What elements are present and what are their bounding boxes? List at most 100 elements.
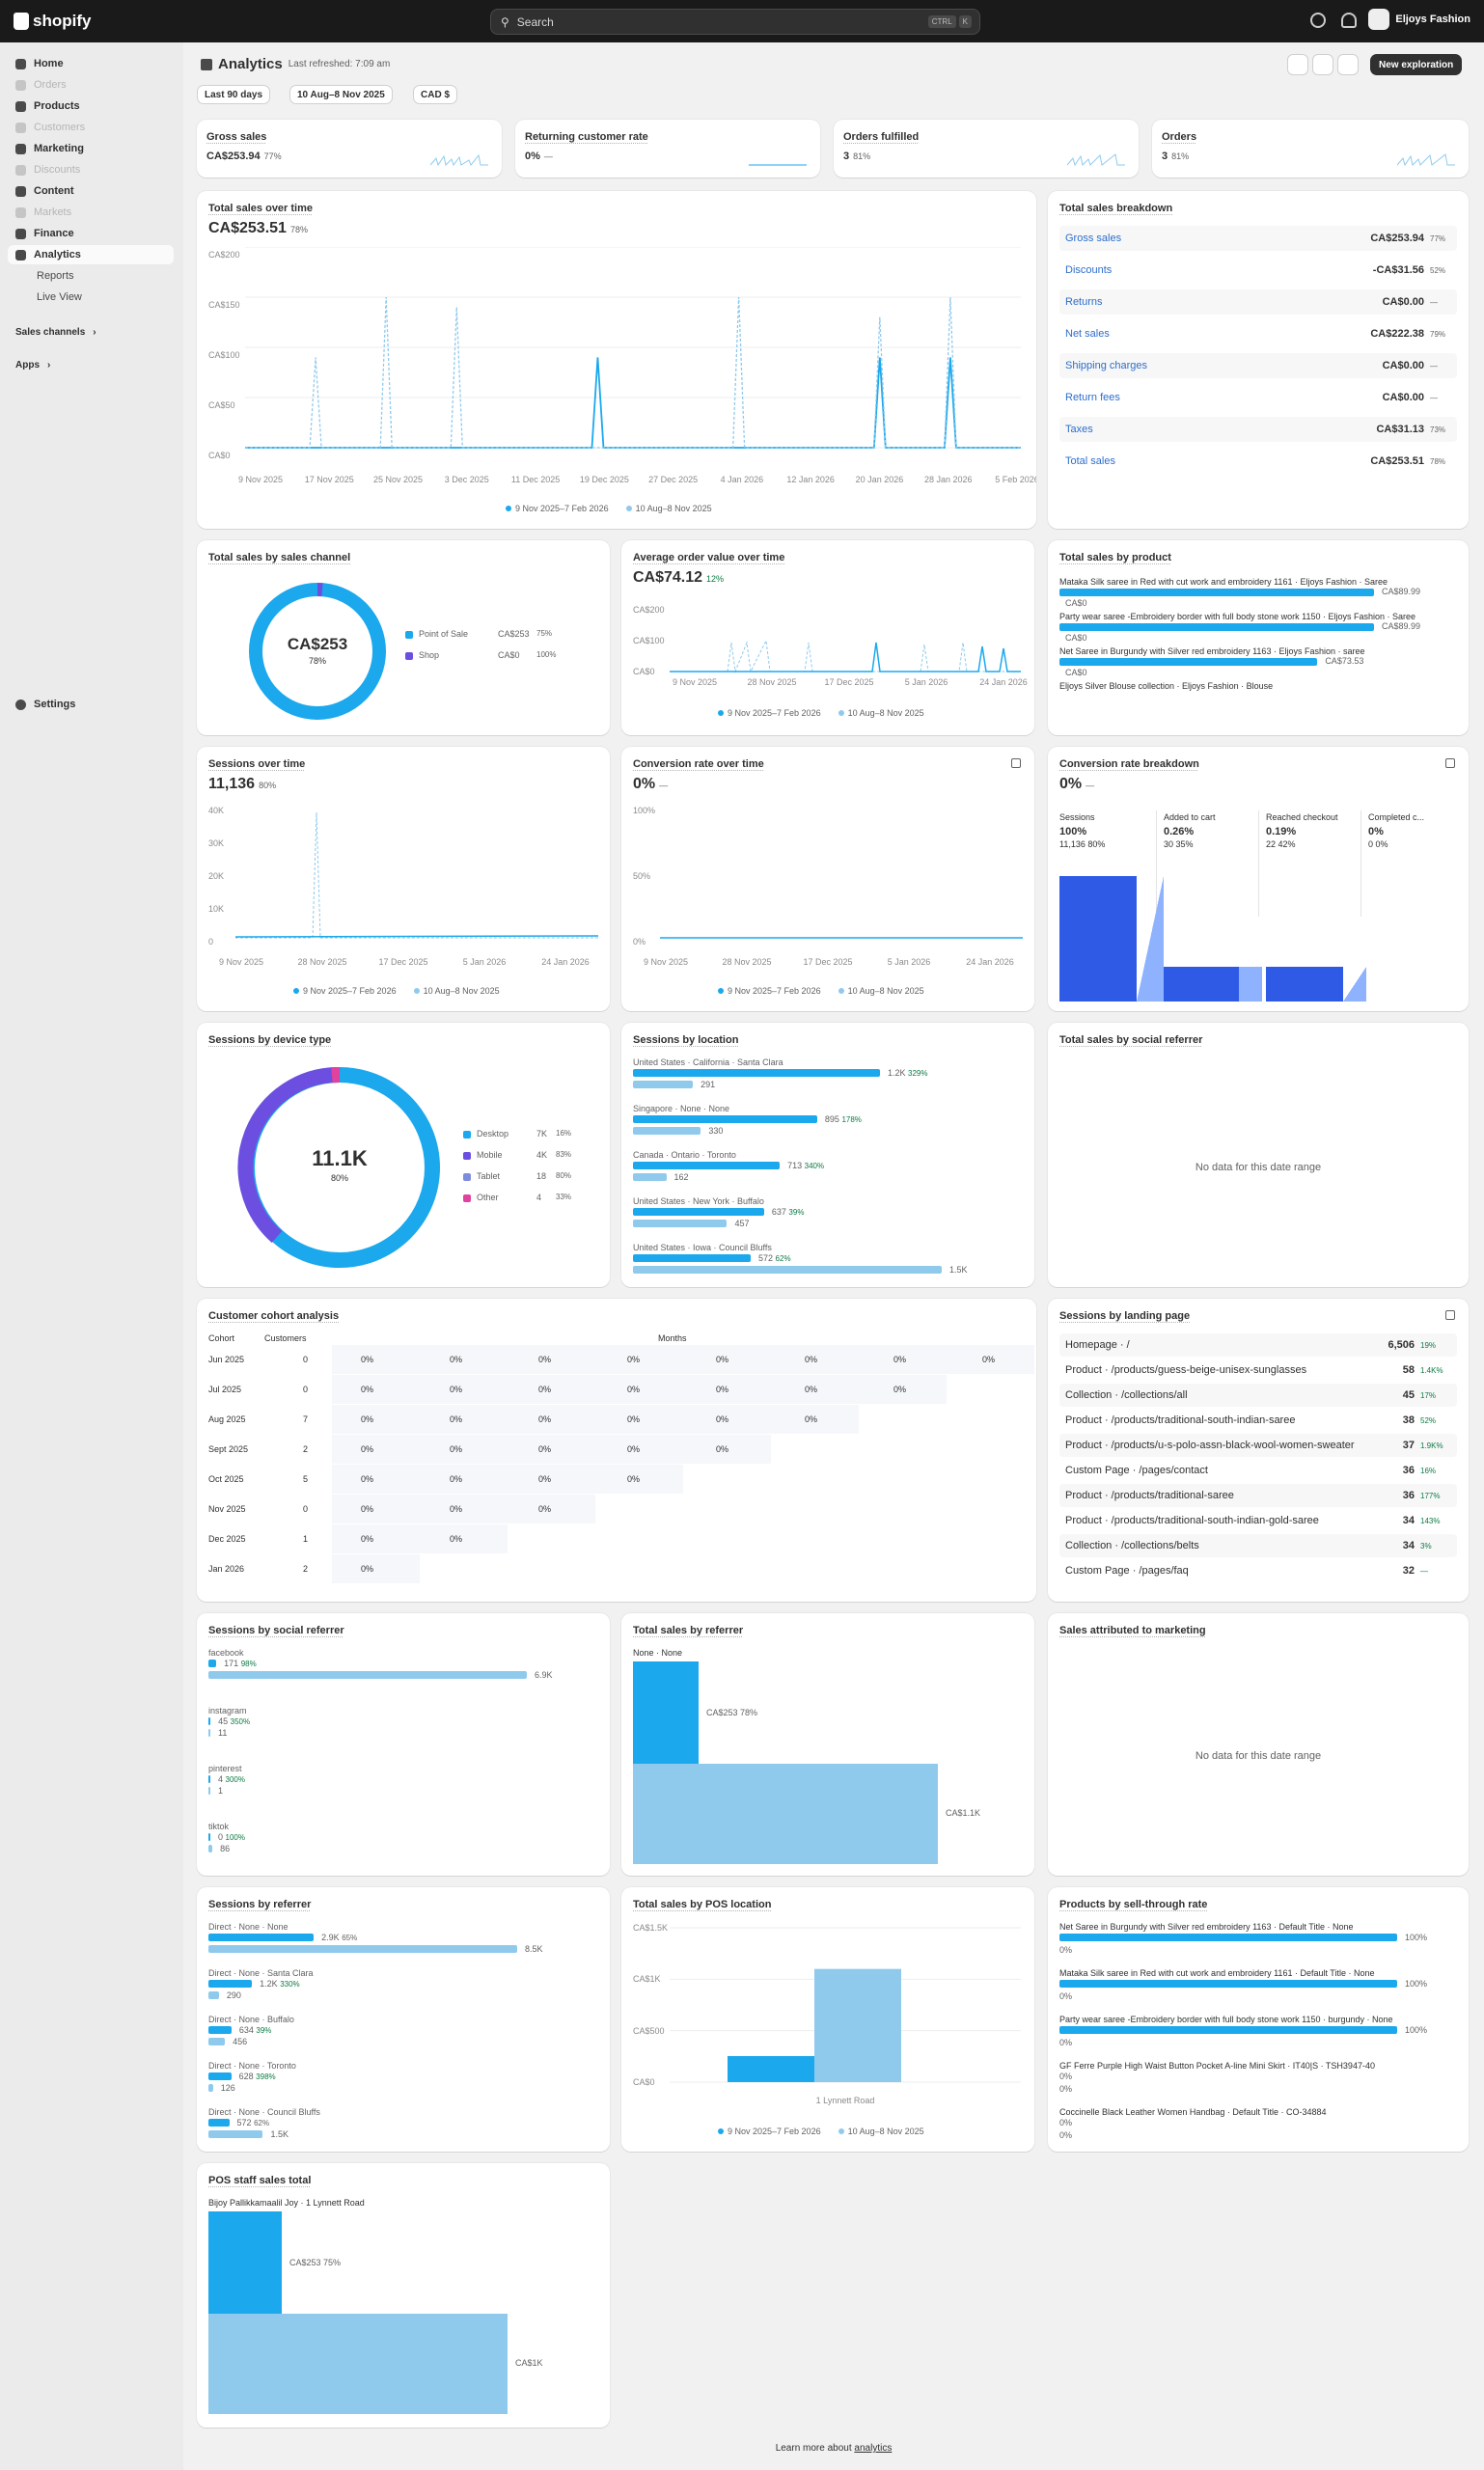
cohort-cell[interactable]: 0% [361, 1444, 374, 1454]
sidebar-item-analytics[interactable]: Analytics [8, 245, 174, 264]
date-range-filter[interactable]: Last 90 days [197, 85, 271, 104]
cohort-cell[interactable]: 0% [361, 1534, 374, 1544]
cohort-cell[interactable]: 0% [450, 1534, 463, 1544]
cohort-cell[interactable]: 0% [450, 1355, 463, 1364]
bar-current[interactable] [633, 1208, 764, 1216]
landing-row[interactable]: Homepage · / 6,506 19% [1059, 1333, 1457, 1357]
bar-current[interactable] [208, 2072, 232, 2080]
bar-current[interactable] [208, 1775, 210, 1783]
breakdown-row[interactable]: Gross sales CA$253.94 77% [1059, 226, 1457, 251]
bar-previous[interactable] [208, 1729, 210, 1737]
cohort-cell[interactable]: 0% [538, 1385, 552, 1394]
series-previous-line[interactable] [245, 296, 1021, 449]
landing-row[interactable]: Product · /products/traditional-saree 36 1… [1059, 1484, 1457, 1507]
bar-previous[interactable] [208, 2130, 263, 2138]
legend-current[interactable]: 9 Nov 2025–7 Feb 2026 [718, 708, 821, 718]
landing-row[interactable]: Product · /products/traditional-south-in… [1059, 1509, 1457, 1532]
bar-current[interactable] [1059, 623, 1374, 631]
bar-previous[interactable] [208, 1671, 527, 1679]
sidebar-item-content[interactable]: Content [8, 181, 174, 201]
legend-current[interactable]: 9 Nov 2025–7 Feb 2026 [718, 986, 821, 996]
breakdown-row[interactable]: Returns CA$0.00 — [1059, 289, 1457, 315]
warning-icon[interactable] [1011, 758, 1021, 768]
bar-current[interactable] [208, 1660, 217, 1667]
warning-icon[interactable] [1445, 758, 1455, 768]
bar-current[interactable] [208, 1980, 253, 1988]
cohort-cell[interactable]: 0% [716, 1385, 729, 1394]
sidebar-item-products[interactable]: Products [8, 96, 174, 116]
cohort-cell[interactable]: 0% [450, 1504, 463, 1514]
compare-filter[interactable]: 10 Aug–8 Nov 2025 [289, 85, 393, 104]
cohort-cell[interactable]: 0% [450, 1474, 463, 1484]
funnel-bar[interactable] [1059, 876, 1137, 1002]
breakdown-row[interactable]: Return fees CA$0.00 — [1059, 385, 1457, 410]
bar-current[interactable] [208, 2026, 232, 2034]
refresh-button[interactable] [1287, 54, 1308, 75]
shopify-logo[interactable]: shopify [14, 12, 91, 31]
cohort-cell[interactable]: 0% [361, 1385, 374, 1394]
legend-current[interactable]: 9 Nov 2025–7 Feb 2026 [506, 504, 609, 513]
kpi-gross-sales[interactable]: Gross sales CA$253.94 77% [197, 120, 502, 178]
sidebar-item-markets[interactable]: Markets [8, 203, 174, 222]
sidebar-sales-channels[interactable]: Sales channels › [8, 322, 174, 342]
sidebar-item-marketing[interactable]: Marketing [8, 139, 174, 158]
cohort-cell[interactable]: 0% [627, 1474, 641, 1484]
new-exploration-button[interactable]: New exploration [1370, 54, 1463, 75]
cohort-cell[interactable]: 0% [627, 1355, 641, 1364]
landing-row[interactable]: Collection · /collections/belts 34 3% [1059, 1534, 1457, 1557]
sidebar-item-home[interactable]: Home [8, 54, 174, 73]
cohort-cell[interactable]: 0% [893, 1385, 907, 1394]
bar-previous[interactable] [814, 1968, 901, 2082]
bar-previous[interactable] [633, 1127, 701, 1135]
legend-previous[interactable]: 10 Aug–8 Nov 2025 [838, 2127, 924, 2136]
cohort-cell[interactable]: 0% [361, 1474, 374, 1484]
legend-current[interactable]: 9 Nov 2025–7 Feb 2026 [718, 2127, 821, 2136]
sidebar-item-live-view[interactable]: Live View [8, 288, 174, 307]
cohort-cell[interactable]: 0% [982, 1355, 996, 1364]
cohort-cell[interactable]: 0% [627, 1414, 641, 1424]
breakdown-row[interactable]: Shipping charges CA$0.00 — [1059, 353, 1457, 378]
legend-current[interactable]: 9 Nov 2025–7 Feb 2026 [293, 986, 397, 996]
cohort-cell[interactable]: 0% [805, 1414, 818, 1424]
analytics-link[interactable]: analytics [854, 2443, 893, 2454]
landing-row[interactable]: Custom Page · /pages/faq 32 — [1059, 1559, 1457, 1582]
sidebar-apps[interactable]: Apps › [8, 355, 174, 374]
bar-current[interactable] [1059, 1934, 1397, 1941]
bar-current[interactable] [208, 1934, 315, 1941]
cohort-cell[interactable]: 0% [361, 1564, 374, 1574]
inbox-icon[interactable] [1310, 13, 1326, 28]
sidebar-item-orders[interactable]: Orders [8, 75, 174, 95]
cohort-cell[interactable]: 0% [450, 1414, 463, 1424]
bar-previous[interactable] [208, 1945, 517, 1953]
legend-previous[interactable]: 10 Aug–8 Nov 2025 [413, 986, 500, 996]
cohort-cell[interactable]: 0% [538, 1504, 552, 1514]
cohort-cell[interactable]: 0% [361, 1355, 374, 1364]
bar-current[interactable] [1059, 1980, 1397, 1988]
currency-filter[interactable]: CAD $ [413, 85, 458, 104]
search-input[interactable]: ⚲ Search CTRL K [490, 9, 980, 35]
bell-icon[interactable] [1341, 13, 1357, 28]
bar-current[interactable] [208, 2119, 230, 2127]
funnel-bar[interactable] [1164, 967, 1241, 1002]
cohort-cell[interactable]: 0% [627, 1444, 641, 1454]
breakdown-row[interactable]: Total sales CA$253.51 78% [1059, 449, 1457, 474]
landing-row[interactable]: Product · /products/u-s-polo-assn-black-… [1059, 1434, 1457, 1457]
legend-previous[interactable]: 10 Aug–8 Nov 2025 [838, 708, 924, 718]
legend-previous[interactable]: 10 Aug–8 Nov 2025 [838, 986, 924, 996]
landing-row[interactable]: Product · /products/guess-beige-unisex-s… [1059, 1358, 1457, 1382]
edit-button[interactable] [1337, 54, 1359, 75]
bar-previous[interactable] [633, 1764, 938, 1864]
kpi-returning-rate[interactable]: Returning customer rate 0% — [515, 120, 820, 178]
breakdown-row[interactable]: Net sales CA$222.38 79% [1059, 321, 1457, 346]
cohort-cell[interactable]: 0% [361, 1414, 374, 1424]
cohort-cell[interactable]: 0% [538, 1444, 552, 1454]
cohort-cell[interactable]: 0% [805, 1385, 818, 1394]
warning-icon[interactable] [1445, 1310, 1455, 1320]
bar-previous[interactable] [208, 2038, 226, 2045]
cohort-cell[interactable]: 0% [805, 1355, 818, 1364]
sidebar-item-settings[interactable]: Settings [8, 695, 174, 714]
bar-current[interactable] [1059, 589, 1374, 596]
fullscreen-button[interactable] [1312, 54, 1333, 75]
cohort-cell[interactable]: 0% [538, 1355, 552, 1364]
bar-previous[interactable] [633, 1266, 942, 1274]
